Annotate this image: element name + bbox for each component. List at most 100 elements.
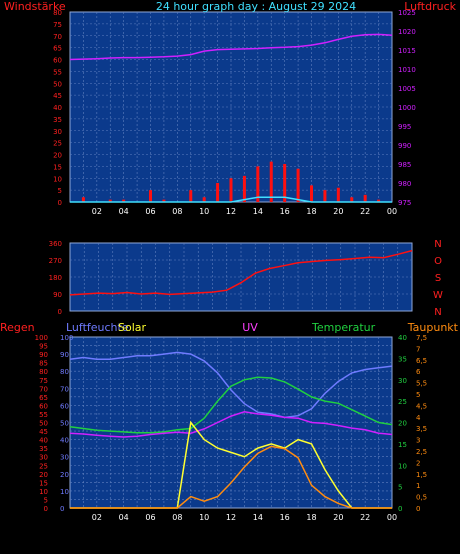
x-tick-label: 22: [360, 513, 370, 522]
y-tick-label: 20: [398, 420, 407, 428]
y-tick-label: 2,5: [416, 448, 427, 456]
y-tick-label: 5: [416, 391, 420, 399]
y-tick-label: 6: [416, 368, 421, 376]
wind-speed-bar: [363, 194, 367, 202]
uv-label: UV: [242, 321, 258, 334]
wind-speed-bar: [216, 183, 220, 202]
chart-title: 24 hour graph day : August 29 2024: [156, 0, 356, 13]
y-tick-label: 7: [416, 345, 420, 353]
y-tick-label: 10: [60, 488, 69, 496]
x-tick-label: 16: [280, 207, 290, 216]
luftfeuchte-line: [69, 351, 393, 419]
y-tick-label: 980: [398, 180, 411, 188]
wind-speed-bar: [256, 166, 260, 202]
y-tick-label: 60: [53, 57, 62, 65]
y-tick-label: 6,5: [416, 357, 427, 365]
y-tick-label: 80: [39, 368, 48, 376]
y-tick-label: 0: [58, 308, 62, 316]
y-tick-label: 4,5: [416, 402, 427, 410]
y-tick-label: 1020: [398, 28, 416, 36]
temperature-label: Temperatur: [311, 321, 376, 334]
x-tick-label: 08: [172, 513, 182, 522]
compass-tick-label: N: [434, 239, 441, 250]
compass-tick-label: O: [434, 256, 442, 267]
wind-speed-bar: [149, 190, 152, 202]
wind-speed-bar: [336, 187, 340, 202]
x-tick-label: 12: [226, 207, 236, 216]
y-tick-label: 30: [53, 128, 62, 136]
wind-speed-bar: [108, 199, 112, 202]
y-tick-label: 1: [416, 482, 420, 490]
x-tick-label: 12: [226, 513, 236, 522]
y-tick-label: 990: [398, 142, 411, 150]
x-tick-label: 08: [172, 207, 182, 216]
wind-speed-bar: [122, 199, 126, 202]
y-tick-label: 40: [60, 437, 69, 445]
y-tick-label: 90: [39, 351, 48, 359]
x-tick-label: 02: [92, 207, 102, 216]
y-tick-label: 5: [58, 187, 62, 195]
taupunkt-line: [69, 411, 393, 438]
y-tick-label: 65: [53, 45, 62, 53]
y-tick-label: 35: [398, 355, 407, 363]
y-tick-label: 2: [416, 459, 420, 467]
wind-speed-bar: [296, 168, 300, 202]
y-tick-label: 995: [398, 123, 411, 131]
compass-tick-label: W: [433, 290, 443, 301]
x-tick-label: 06: [145, 513, 155, 522]
y-tick-label: 25: [398, 398, 407, 406]
y-tick-label: 10: [39, 488, 48, 496]
y-tick-label: 45: [53, 92, 62, 100]
y-tick-label: 100: [60, 334, 73, 342]
x-tick-label: 00: [387, 513, 397, 522]
wind-speed-bar: [242, 175, 246, 202]
wind-speed-bar: [350, 197, 354, 202]
pressure-line: [69, 33, 393, 61]
y-tick-label: 15: [53, 163, 62, 171]
compass-tick-label: S: [435, 273, 441, 284]
header-left-label: Windstärke: [4, 0, 66, 13]
wind-speed-bar: [202, 197, 206, 202]
y-tick-label: 985: [398, 161, 411, 169]
x-tick-label: 10: [199, 207, 209, 216]
y-tick-label: 65: [39, 394, 48, 402]
x-tick-label: 04: [119, 513, 129, 522]
x-tick-label: 14: [253, 513, 263, 522]
wind-direction-line: [69, 249, 413, 296]
y-tick-label: 95: [39, 343, 48, 351]
y-tick-label: 60: [39, 402, 48, 410]
wind-speed-bar: [269, 161, 273, 202]
y-tick-label: 40: [53, 104, 62, 112]
y-tick-label: 50: [53, 80, 62, 88]
y-tick-label: 25: [39, 462, 48, 470]
weather-panel: 02 04 06 08 10 12 14 16 18 20 22 000510152025303540…: [35, 334, 428, 522]
wind-speed-bar: [189, 190, 193, 202]
y-tick-label: 80: [60, 368, 69, 376]
y-tick-label: 0: [416, 505, 420, 513]
x-tick-label: 20: [333, 513, 343, 522]
y-tick-label: 0: [44, 505, 48, 513]
temperatur-line: [69, 376, 393, 434]
y-tick-label: 75: [53, 21, 62, 29]
wind-speed-bar: [162, 199, 166, 202]
y-tick-label: 50: [39, 420, 48, 428]
y-tick-label: 35: [53, 116, 62, 124]
humidity-label: Luftfeuchte: [66, 321, 129, 334]
x-tick-label: 02: [92, 513, 102, 522]
y-tick-label: 70: [53, 33, 62, 41]
y-tick-label: 30: [60, 454, 69, 462]
y-tick-label: 1,5: [416, 471, 427, 479]
y-tick-label: 1025: [398, 9, 416, 17]
y-tick-label: 10: [53, 175, 62, 183]
x-tick-label: 00: [387, 207, 397, 216]
x-tick-label: 14: [253, 207, 263, 216]
y-tick-label: 70: [60, 385, 69, 393]
uv-line: [70, 445, 392, 509]
y-tick-label: 55: [53, 68, 62, 76]
y-tick-label: 180: [49, 274, 62, 282]
y-tick-label: 1015: [398, 47, 416, 55]
y-tick-label: 40: [39, 437, 48, 445]
y-tick-label: 40: [398, 334, 407, 342]
y-tick-label: 975: [398, 199, 411, 207]
